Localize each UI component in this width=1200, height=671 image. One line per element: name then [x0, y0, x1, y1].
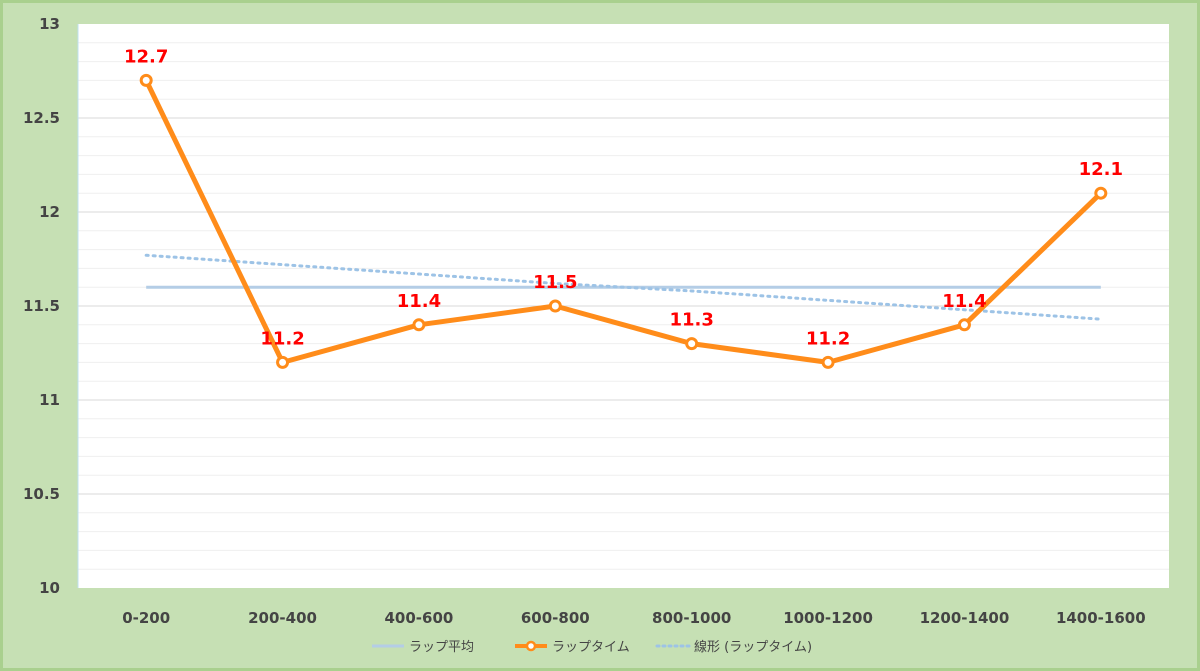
x-axis-ticks: 0-200 200-400 400-600 600-800 800-1000 1000-1…: [122, 609, 1145, 627]
x-tick-label: 1200-1400: [920, 609, 1010, 627]
lap-time-point: [685, 337, 699, 351]
lap-time-point: [548, 299, 562, 313]
data-labels: 12.7 11.2 11.4 11.5 11.3 11.2 11.4 12.1: [124, 46, 1123, 349]
data-label: 12.1: [1079, 159, 1123, 180]
series-group: [139, 73, 1108, 369]
data-label: 12.7: [124, 46, 168, 67]
legend-marker: [525, 640, 537, 652]
y-tick-label: 12: [39, 203, 60, 221]
y-tick-label: 10.5: [23, 485, 60, 503]
legend-label: ラップタイム: [552, 640, 630, 655]
lap-time-point: [412, 318, 426, 332]
legend-item: 線形 (ラップタイム): [655, 639, 812, 655]
legend-label: ラップ平均: [409, 640, 474, 655]
x-tick-label: 1000-1200: [783, 609, 873, 627]
lap-time-point: [957, 318, 971, 332]
lap-time-point: [276, 355, 290, 369]
y-tick-label: 11.5: [23, 297, 60, 315]
data-label: 11.2: [806, 328, 850, 349]
lap-time-point: [1094, 186, 1108, 200]
y-tick-label: 12.5: [23, 109, 60, 127]
trend-line: [144, 253, 1103, 321]
data-label: 11.2: [260, 328, 304, 349]
x-tick-label: 200-400: [248, 609, 317, 627]
lap-time-point: [821, 355, 835, 369]
data-label: 11.4: [397, 291, 441, 312]
legend-item: ラップ平均: [372, 640, 474, 655]
lap-time-point: [139, 73, 153, 87]
x-tick-label: 0-200: [122, 609, 170, 627]
data-label: 11.3: [669, 310, 713, 331]
lap-time-line: [143, 79, 1103, 365]
y-tick-label: 11: [39, 391, 60, 409]
y-tick-label: 10: [39, 579, 60, 597]
data-label: 11.5: [533, 272, 577, 293]
x-tick-label: 400-600: [385, 609, 454, 627]
data-label: 11.4: [942, 291, 986, 312]
x-tick-label: 800-1000: [652, 609, 731, 627]
legend-item: ラップタイム: [515, 640, 630, 655]
legend-label: 線形 (ラップタイム): [694, 639, 812, 655]
x-tick-label: 600-800: [521, 609, 590, 627]
y-axis-ticks: 10 10.5 11 11.5 12 12.5 13: [23, 15, 60, 597]
x-tick-label: 1400-1600: [1056, 609, 1146, 627]
y-tick-label: 13: [39, 15, 60, 33]
legend: ラップ平均 ラップタイム 線形 (ラップタイム): [372, 639, 812, 655]
